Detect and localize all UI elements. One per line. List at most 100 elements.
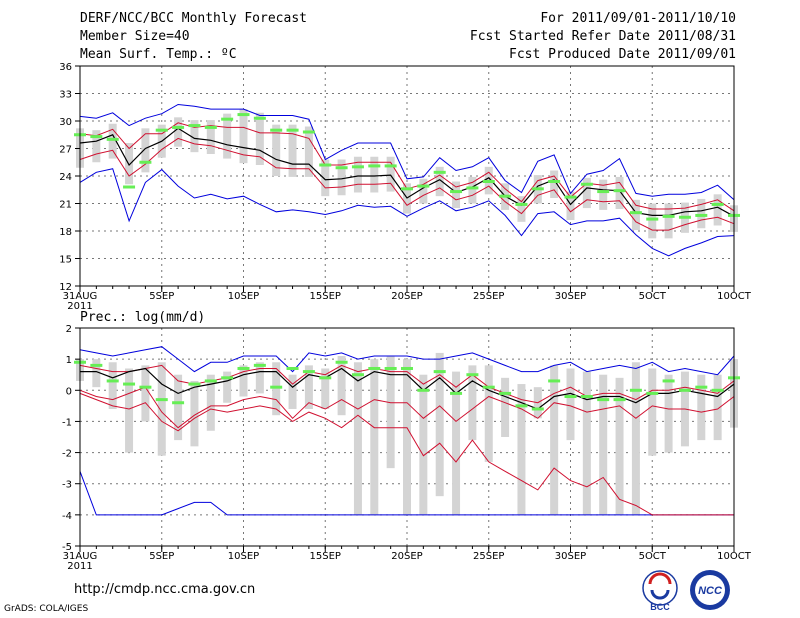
prec-median-mark [548,379,561,383]
temp-median-mark [106,137,119,141]
temp-spread-bar [353,156,362,193]
prec-xtick-label: 10OCT [717,551,752,562]
precipitation-panel: -5 -4 -3 -2 -1 0 1 2 31AUG 5SEP 10SEP 15SEP 20SEP 25S… [62,310,752,572]
prec-median-mark [662,379,675,383]
source-url[interactable]: http://cmdp.ncc.cma.gov.cn [74,582,256,597]
temp-spread-bar [288,124,297,177]
prec-title: Prec.: log(mm/d) [80,310,205,325]
temp-ytick-label: 27 [59,145,72,156]
temp-year-label: 2011 [67,301,92,312]
temp-spread-bar [255,112,264,165]
temp-median-mark [433,170,446,174]
temp-spread-bar [550,170,559,198]
prec-median-mark [253,363,266,367]
prec-spread-bar [370,359,379,515]
prec-spread-bar [599,374,608,515]
prec-median-mark [711,388,724,392]
temp-xtick-label: 31AUG [63,291,98,302]
temp-median-mark [123,185,136,189]
temp-median-mark [629,211,642,215]
temp-median-mark [286,128,299,132]
prec-median-mark [678,388,691,392]
temp-median-mark [564,195,577,199]
prec-median-mark [695,385,708,389]
temp-spread-bar [141,128,150,173]
temp-median-mark [253,116,266,120]
temp-median-mark [482,180,495,183]
prec-spread-bar [631,362,640,515]
prec-min-line [79,471,734,516]
prec-spread-bar [419,374,428,515]
temp-spread-bar [108,123,117,159]
temp-median-mark [351,165,364,169]
temp-spread-bar [370,156,379,193]
prec-median-mark [466,373,479,377]
prec-median-mark [482,385,495,389]
temp-median-mark [335,166,348,170]
prec-xtick-label: 15SEP [310,551,341,562]
temp-median-mark [139,160,152,164]
temperature-panel: 12 15 18 21 24 27 30 33 36 31AUG 5SEP 10SEP 15SEP 20S… [59,62,751,312]
temp-max-line [79,103,735,201]
prec-xtick-label: 30SEP [555,551,586,562]
temp-xtick-label: 30SEP [555,291,586,302]
temp-median-mark [515,202,528,206]
temp-spread-bar [468,176,477,204]
temp-spread-bar [419,178,428,204]
temp-spread-bar [239,109,248,164]
prec-median-mark [613,398,626,402]
temp-median-mark [401,187,413,191]
temp-spread-bar [304,126,313,177]
prec-ytick-label: -5 [62,542,72,553]
started-date: Fcst Started Refer Date 2011/08/31 [469,29,736,44]
temp-median-mark [646,217,659,221]
prec-median-mark [237,366,250,370]
temp-spread-bar [190,120,199,153]
temp-spread-bar [517,196,526,222]
prec-spread-bar [582,371,591,515]
prec-ytick-label: 0 [66,386,72,397]
prec-xtick-label: 20SEP [391,551,422,562]
prec-median-mark [270,385,283,389]
temp-mean-line [79,127,735,217]
temp-median-mark [531,187,544,191]
temp-median-mark [155,128,168,132]
prec-spread-bar [92,359,101,388]
prec-xtick-label: 5SEP [149,551,174,562]
prec-median-mark [564,395,577,399]
prec-spread-bar [304,365,313,409]
temp-median-mark [384,164,397,168]
prec-p10-line [79,392,734,516]
prec-median-mark [139,385,152,389]
prec-spread-bar [550,365,559,515]
prec-median-mark [286,366,299,370]
temp-xtick-label: 20SEP [391,291,422,302]
bcc-logo: BCC [642,570,678,612]
temp-ytick-label: 24 [59,172,72,183]
prec-spread-bar [566,368,575,441]
prec-median-mark [204,379,217,383]
temp-lower-line [79,137,735,231]
temp-ytick-label: 21 [59,200,72,211]
temp-median-mark [237,113,250,117]
temp-median-mark [204,125,217,129]
temp-median-mark [450,190,463,194]
prec-spread-bar [615,377,624,515]
prec-median-mark [155,398,168,402]
prec-spread-bar [353,362,362,515]
temp-spread-bar [223,113,232,159]
temp-median-mark [499,194,512,198]
temp-spread-bar [566,191,575,220]
produced-date: Fcst Produced Date 2011/09/01 [509,47,736,62]
temp-xtick-label: 10OCT [717,291,752,302]
bcc-logo-text: BCC [650,602,670,612]
prec-spread-bar [697,374,706,441]
grads-credit: GrADS: COLA/IGES [4,604,89,614]
variable-label: Mean Surf. Temp.: ºC [80,47,237,62]
prec-median-mark [368,366,381,370]
temp-median-mark [90,135,103,139]
temp-spread-bar [125,143,134,185]
prec-spread-bar [452,371,461,515]
temp-median-mark [613,189,626,193]
